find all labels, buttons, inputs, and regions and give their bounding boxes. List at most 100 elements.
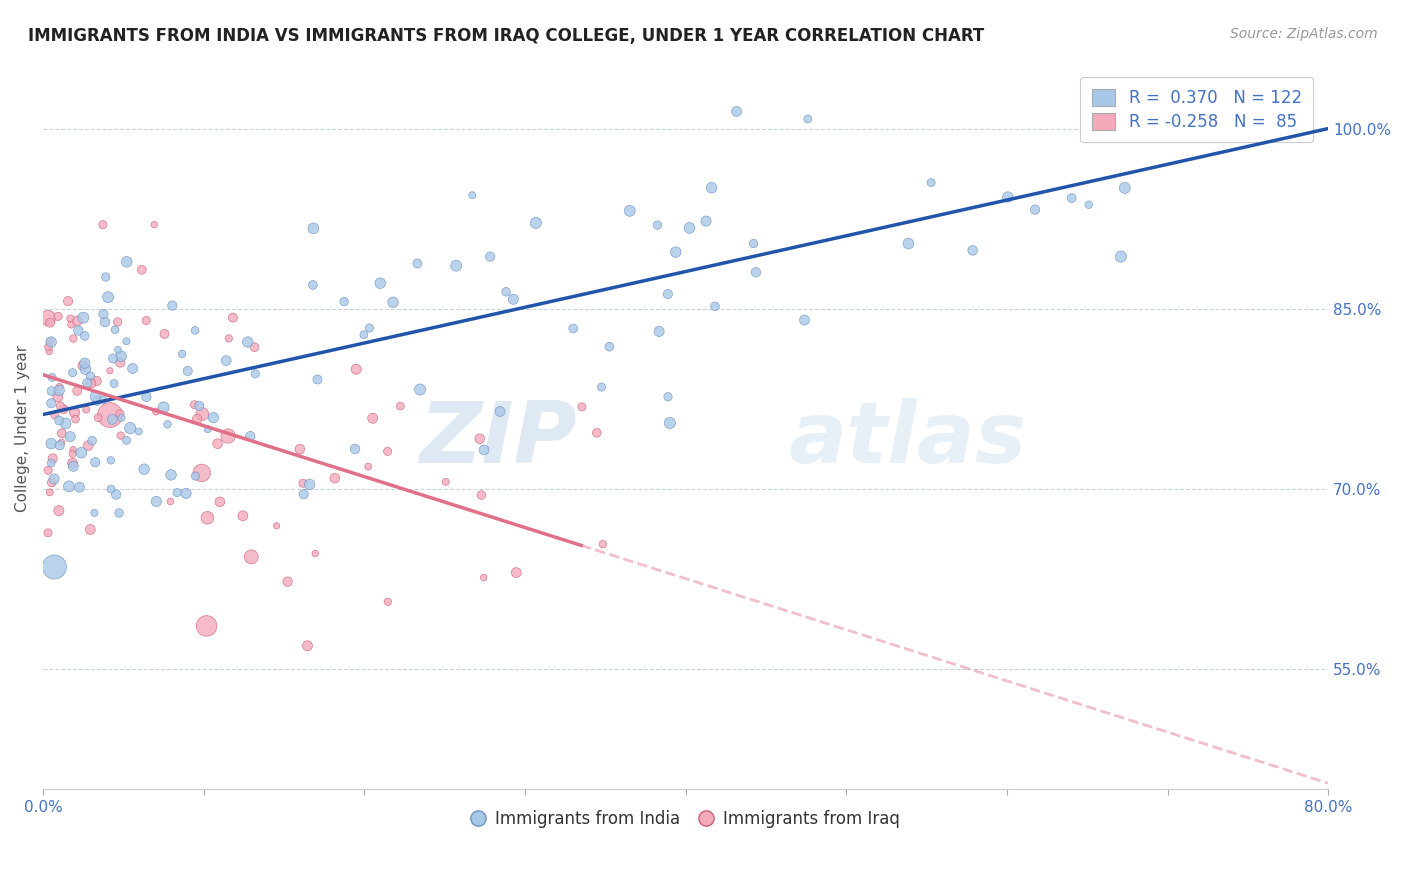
Point [55,417,77,431]
Point [131,262,153,277]
Point [48,413,70,427]
Point [297,639,319,653]
Point [38,334,60,349]
Point [108,506,131,520]
Point [304,547,326,561]
Point [218,331,240,345]
Point [239,429,262,443]
Point [470,488,492,502]
Point [240,549,263,564]
Point [91,218,114,232]
Point [461,188,484,202]
Point [52,402,75,417]
Point [84,455,107,469]
Point [166,485,188,500]
Point [59,429,82,443]
Point [152,401,174,415]
Point [406,256,429,270]
Point [202,410,225,425]
Point [70,445,93,459]
Point [110,349,132,363]
Point [897,236,920,251]
Point [302,221,325,235]
Point [135,390,157,404]
Point [1024,202,1046,217]
Point [107,343,129,357]
Point [105,487,128,501]
Point [75,402,97,417]
Point [91,393,114,408]
Point [98,408,121,422]
Point [647,218,669,232]
Point [94,315,117,329]
Point [73,329,96,343]
Point [389,399,412,413]
Point [107,315,129,329]
Point [344,442,367,456]
Point [1077,197,1099,211]
Point [288,442,311,456]
Point [100,482,122,496]
Point [217,429,239,443]
Point [134,462,156,476]
Point [648,325,671,339]
Point [42,472,65,486]
Point [962,244,984,258]
Point [39,334,62,349]
Point [62,366,84,380]
Point [66,384,89,398]
Point [100,453,122,467]
Point [44,408,66,422]
Point [39,456,62,470]
Point [62,456,84,470]
Point [44,560,66,574]
Point [80,376,103,391]
Point [725,104,748,119]
Point [41,384,63,398]
Point [60,318,83,332]
Legend: Immigrants from India, Immigrants from Iraq: Immigrants from India, Immigrants from I… [464,804,907,835]
Point [183,398,205,412]
Point [83,506,105,520]
Point [571,400,593,414]
Point [110,410,132,425]
Point [266,518,288,533]
Point [434,475,457,489]
Point [82,434,104,448]
Point [39,396,62,410]
Point [409,383,432,397]
Point [93,307,115,321]
Point [353,327,375,342]
Point [190,466,212,480]
Point [72,359,94,373]
Point [49,399,72,413]
Text: IMMIGRANTS FROM INDIA VS IMMIGRANTS FROM IRAQ COLLEGE, UNDER 1 YEAR CORRELATION : IMMIGRANTS FROM INDIA VS IMMIGRANTS FROM… [28,27,984,45]
Point [658,416,681,430]
Point [159,494,181,508]
Point [377,444,399,458]
Point [38,485,60,500]
Point [657,390,679,404]
Point [505,566,527,580]
Point [657,287,679,301]
Point [298,477,321,491]
Point [79,523,101,537]
Point [232,508,254,523]
Point [38,344,60,359]
Point [41,370,63,384]
Point [110,355,132,369]
Point [291,476,314,491]
Point [51,426,73,441]
Point [186,412,208,426]
Point [110,428,132,442]
Point [87,410,110,425]
Point [101,351,124,366]
Point [128,425,150,439]
Point [243,340,266,354]
Point [121,361,143,376]
Point [700,180,723,194]
Point [69,480,91,494]
Point [115,434,138,448]
Point [215,353,238,368]
Y-axis label: College, Under 1 year: College, Under 1 year [15,345,30,512]
